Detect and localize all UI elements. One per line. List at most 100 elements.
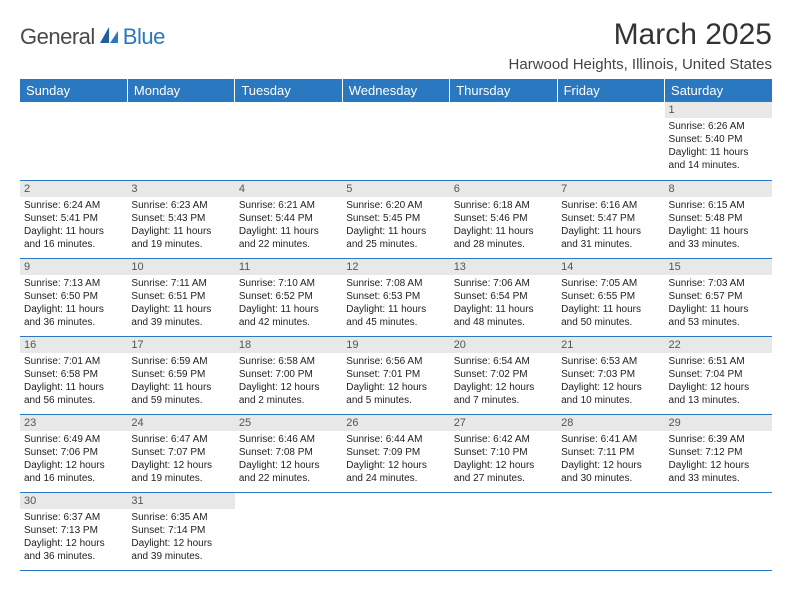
page-title: March 2025 (509, 18, 772, 52)
sunrise-text: Sunrise: 6:35 AM (131, 511, 230, 524)
day-cell: 4Sunrise: 6:21 AMSunset: 5:44 PMDaylight… (235, 180, 342, 258)
day-number: 30 (20, 493, 127, 509)
day-cell: 24Sunrise: 6:47 AMSunset: 7:07 PMDayligh… (127, 414, 234, 492)
day-number: 23 (20, 415, 127, 431)
sunset-text: Sunset: 5:45 PM (346, 212, 445, 225)
day-header: Sunday (20, 79, 127, 102)
sunrise-text: Sunrise: 6:24 AM (24, 199, 123, 212)
sunset-text: Sunset: 5:47 PM (561, 212, 660, 225)
sunrise-text: Sunrise: 6:51 AM (669, 355, 768, 368)
sunrise-text: Sunrise: 6:26 AM (669, 120, 768, 133)
daylight2-text: and 16 minutes. (24, 472, 123, 485)
daylight1-text: Daylight: 11 hours (669, 303, 768, 316)
empty-cell (665, 492, 772, 570)
sunset-text: Sunset: 6:59 PM (131, 368, 230, 381)
day-cell: 25Sunrise: 6:46 AMSunset: 7:08 PMDayligh… (235, 414, 342, 492)
daylight1-text: Daylight: 11 hours (239, 225, 338, 238)
day-number: 11 (235, 259, 342, 275)
sunset-text: Sunset: 6:51 PM (131, 290, 230, 303)
sunset-text: Sunset: 7:01 PM (346, 368, 445, 381)
day-header: Monday (127, 79, 234, 102)
day-cell: 8Sunrise: 6:15 AMSunset: 5:48 PMDaylight… (665, 180, 772, 258)
day-number: 28 (557, 415, 664, 431)
day-cell: 20Sunrise: 6:54 AMSunset: 7:02 PMDayligh… (450, 336, 557, 414)
sunset-text: Sunset: 5:46 PM (454, 212, 553, 225)
daylight2-text: and 22 minutes. (239, 238, 338, 251)
day-number: 20 (450, 337, 557, 353)
sunset-text: Sunset: 6:53 PM (346, 290, 445, 303)
daylight2-text: and 53 minutes. (669, 316, 768, 329)
day-header: Friday (557, 79, 664, 102)
day-number: 13 (450, 259, 557, 275)
daylight2-text: and 2 minutes. (239, 394, 338, 407)
day-cell: 15Sunrise: 7:03 AMSunset: 6:57 PMDayligh… (665, 258, 772, 336)
daylight2-text: and 36 minutes. (24, 316, 123, 329)
sunset-text: Sunset: 6:57 PM (669, 290, 768, 303)
daylight1-text: Daylight: 11 hours (346, 303, 445, 316)
day-cell: 9Sunrise: 7:13 AMSunset: 6:50 PMDaylight… (20, 258, 127, 336)
sunset-text: Sunset: 5:41 PM (24, 212, 123, 225)
daylight1-text: Daylight: 11 hours (131, 381, 230, 394)
calendar-row: 2Sunrise: 6:24 AMSunset: 5:41 PMDaylight… (20, 180, 772, 258)
day-cell: 21Sunrise: 6:53 AMSunset: 7:03 PMDayligh… (557, 336, 664, 414)
daylight1-text: Daylight: 12 hours (669, 459, 768, 472)
day-cell: 2Sunrise: 6:24 AMSunset: 5:41 PMDaylight… (20, 180, 127, 258)
daylight1-text: Daylight: 11 hours (346, 225, 445, 238)
daylight2-text: and 22 minutes. (239, 472, 338, 485)
daylight1-text: Daylight: 11 hours (24, 225, 123, 238)
day-number: 1 (665, 102, 772, 118)
sunrise-text: Sunrise: 6:37 AM (24, 511, 123, 524)
header: General Blue March 2025 Harwood Heights,… (20, 18, 772, 73)
sunrise-text: Sunrise: 7:06 AM (454, 277, 553, 290)
day-header: Tuesday (235, 79, 342, 102)
daylight1-text: Daylight: 12 hours (561, 459, 660, 472)
daylight1-text: Daylight: 11 hours (24, 303, 123, 316)
day-cell: 19Sunrise: 6:56 AMSunset: 7:01 PMDayligh… (342, 336, 449, 414)
calendar-row: 1Sunrise: 6:26 AMSunset: 5:40 PMDaylight… (20, 102, 772, 180)
sunset-text: Sunset: 7:00 PM (239, 368, 338, 381)
daylight1-text: Daylight: 11 hours (131, 225, 230, 238)
daylight2-text: and 45 minutes. (346, 316, 445, 329)
daylight1-text: Daylight: 12 hours (346, 459, 445, 472)
sunset-text: Sunset: 6:58 PM (24, 368, 123, 381)
sunset-text: Sunset: 7:11 PM (561, 446, 660, 459)
sunrise-text: Sunrise: 7:08 AM (346, 277, 445, 290)
daylight1-text: Daylight: 11 hours (24, 381, 123, 394)
day-cell: 18Sunrise: 6:58 AMSunset: 7:00 PMDayligh… (235, 336, 342, 414)
empty-cell (557, 492, 664, 570)
sunrise-text: Sunrise: 6:56 AM (346, 355, 445, 368)
sunset-text: Sunset: 7:02 PM (454, 368, 553, 381)
sunrise-text: Sunrise: 6:18 AM (454, 199, 553, 212)
day-cell: 30Sunrise: 6:37 AMSunset: 7:13 PMDayligh… (20, 492, 127, 570)
daylight2-text: and 42 minutes. (239, 316, 338, 329)
sunset-text: Sunset: 7:13 PM (24, 524, 123, 537)
logo: General Blue (20, 24, 165, 50)
daylight2-text: and 33 minutes. (669, 238, 768, 251)
daylight2-text: and 25 minutes. (346, 238, 445, 251)
day-cell: 7Sunrise: 6:16 AMSunset: 5:47 PMDaylight… (557, 180, 664, 258)
empty-cell (20, 102, 127, 180)
sunrise-text: Sunrise: 7:13 AM (24, 277, 123, 290)
sunrise-text: Sunrise: 6:47 AM (131, 433, 230, 446)
daylight2-text: and 16 minutes. (24, 238, 123, 251)
day-cell: 12Sunrise: 7:08 AMSunset: 6:53 PMDayligh… (342, 258, 449, 336)
day-number: 27 (450, 415, 557, 431)
day-cell: 27Sunrise: 6:42 AMSunset: 7:10 PMDayligh… (450, 414, 557, 492)
day-number: 24 (127, 415, 234, 431)
empty-cell (342, 492, 449, 570)
daylight2-text: and 5 minutes. (346, 394, 445, 407)
daylight2-text: and 56 minutes. (24, 394, 123, 407)
sunrise-text: Sunrise: 6:39 AM (669, 433, 768, 446)
daylight2-text: and 50 minutes. (561, 316, 660, 329)
day-cell: 26Sunrise: 6:44 AMSunset: 7:09 PMDayligh… (342, 414, 449, 492)
day-header: Wednesday (342, 79, 449, 102)
daylight1-text: Daylight: 11 hours (239, 303, 338, 316)
daylight1-text: Daylight: 12 hours (669, 381, 768, 394)
sunrise-text: Sunrise: 7:05 AM (561, 277, 660, 290)
daylight1-text: Daylight: 12 hours (561, 381, 660, 394)
daylight1-text: Daylight: 11 hours (669, 225, 768, 238)
daylight2-text: and 39 minutes. (131, 550, 230, 563)
day-cell: 6Sunrise: 6:18 AMSunset: 5:46 PMDaylight… (450, 180, 557, 258)
daylight1-text: Daylight: 12 hours (131, 537, 230, 550)
day-cell: 22Sunrise: 6:51 AMSunset: 7:04 PMDayligh… (665, 336, 772, 414)
